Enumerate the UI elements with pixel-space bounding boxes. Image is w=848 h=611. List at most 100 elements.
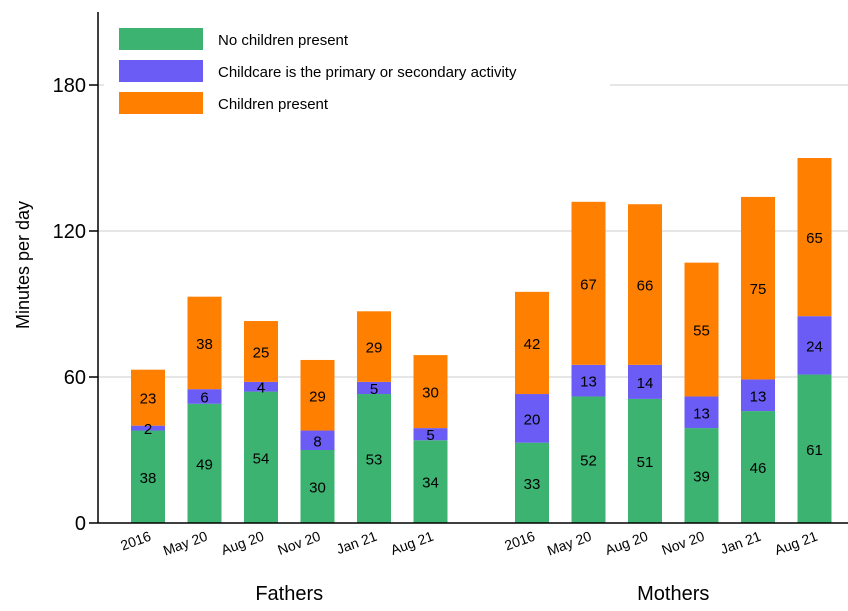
y-tick-label: 180 — [53, 75, 86, 97]
bar-segment — [357, 394, 391, 523]
x-tick-label: Nov 20 — [275, 528, 322, 558]
bar-value-label: 24 — [806, 338, 823, 355]
bar-segment — [628, 398, 662, 523]
legend-swatch — [119, 92, 203, 114]
x-tick-label: Nov 20 — [659, 528, 706, 558]
bar-value-label: 34 — [422, 475, 439, 492]
x-tick-label: Aug 20 — [603, 528, 650, 558]
bar-segment — [797, 316, 832, 375]
bar-segment — [571, 396, 606, 523]
bar-segment — [357, 311, 391, 382]
group-label: Fathers — [255, 583, 323, 605]
bar-segment — [131, 430, 165, 523]
bar-segment — [300, 430, 335, 450]
bar-value-label: 6 — [200, 389, 208, 406]
bar-segment — [300, 450, 335, 523]
bar-value-label: 13 — [693, 405, 710, 422]
legend-label: Childcare is the primary or secondary ac… — [218, 64, 517, 81]
bar-value-label: 5 — [370, 381, 378, 398]
bar-value-label: 75 — [750, 281, 767, 298]
bar-value-label: 2 — [144, 421, 152, 438]
bar-segment — [741, 196, 775, 380]
bar-value-label: 25 — [253, 344, 270, 361]
bar-value-label: 4 — [257, 380, 265, 397]
legend: No children present Childcare is the prim… — [104, 15, 610, 123]
bar-segment — [244, 381, 278, 392]
bar-segment — [300, 359, 335, 431]
bar-value-label: 14 — [637, 375, 654, 392]
bar-segment — [131, 425, 165, 431]
bar-value-label: 20 — [524, 411, 541, 428]
bar-segment — [515, 394, 549, 443]
x-tick-label: 2016 — [502, 528, 537, 554]
bar-value-label: 5 — [426, 427, 434, 444]
bar-segment — [571, 201, 606, 365]
bar-segment — [797, 374, 832, 523]
x-tick-label: Jan 21 — [334, 528, 379, 557]
bar-segment — [187, 296, 222, 390]
bar-segment — [741, 411, 775, 523]
bar-value-label: 33 — [524, 476, 541, 493]
x-tick-label: Jan 21 — [718, 528, 763, 557]
bar-segment — [131, 369, 165, 426]
bars — [131, 158, 832, 523]
bar-segment — [741, 379, 775, 412]
bar-value-labels: 38 2 23 49 6 38 54 4 25 30 8 29 53 5 29 34 5 30 33 20 42 52 13… — [140, 230, 823, 496]
bar-segment — [413, 428, 448, 441]
legend-swatch — [119, 28, 203, 50]
bar-segment — [684, 428, 719, 523]
x-tick-label: 2016 — [118, 528, 153, 554]
y-tick-label: 0 — [75, 513, 86, 535]
bar-segment — [515, 291, 549, 395]
bar-segment — [244, 391, 278, 523]
bar-segment — [244, 321, 278, 382]
x-tick-label: May 20 — [161, 528, 210, 559]
bar-segment — [571, 364, 606, 397]
bar-value-label: 51 — [637, 454, 654, 471]
bar-segment — [413, 355, 448, 429]
bar-value-label: 67 — [580, 276, 597, 293]
bar-value-label: 42 — [524, 336, 541, 353]
y-axis-title: Minutes per day — [13, 201, 33, 329]
bar-value-label: 46 — [750, 460, 767, 477]
bar-segment — [357, 381, 391, 395]
bar-value-label: 49 — [196, 456, 213, 473]
bar-value-label: 8 — [313, 433, 321, 450]
bar-value-label: 54 — [253, 450, 270, 467]
bar-value-label: 55 — [693, 323, 710, 340]
bar-segment — [187, 403, 222, 523]
bar-value-label: 39 — [693, 469, 710, 486]
bar-value-label: 30 — [422, 385, 439, 402]
bar-value-label: 38 — [140, 470, 157, 487]
bar-segment — [413, 440, 448, 523]
bar-value-label: 29 — [309, 388, 326, 405]
group-label: Mothers — [637, 583, 709, 605]
bar-segment — [628, 204, 662, 365]
bar-value-label: 13 — [580, 374, 597, 391]
bar-value-label: 53 — [366, 452, 383, 469]
y-tick-label: 120 — [53, 221, 86, 243]
bar-value-label: 52 — [580, 453, 597, 470]
bar-segment — [684, 396, 719, 429]
bar-segment — [187, 389, 222, 404]
bar-value-label: 38 — [196, 336, 213, 353]
legend-label: No children present — [218, 32, 349, 49]
legend-swatch — [119, 60, 203, 82]
bar-value-label: 66 — [637, 278, 654, 295]
bar-value-label: 30 — [309, 480, 326, 497]
bar-segment — [628, 364, 662, 399]
bar-value-label: 23 — [140, 391, 157, 408]
bar-segment — [797, 158, 832, 317]
x-tick-label: May 20 — [545, 528, 594, 559]
bar-value-label: 29 — [366, 340, 383, 357]
bar-value-label: 61 — [806, 442, 823, 459]
y-tick-label: 60 — [64, 367, 86, 389]
bar-value-label: 13 — [750, 388, 767, 405]
x-tick-label: Aug 21 — [772, 528, 819, 558]
x-tick-label: Aug 20 — [219, 528, 266, 558]
legend-label: Children present — [218, 96, 329, 113]
bar-segment — [684, 262, 719, 397]
bar-segment — [515, 442, 549, 523]
bar-value-label: 65 — [806, 230, 823, 247]
